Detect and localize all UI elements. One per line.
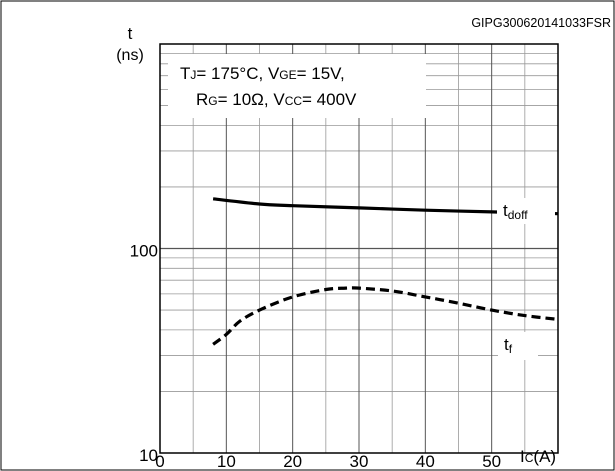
plot-area — [159, 43, 559, 454]
y-axis-label: t — [128, 24, 133, 43]
x-tick-label: 20 — [283, 452, 302, 471]
x-tick-label: 50 — [482, 452, 501, 471]
series-line-tdoff — [212, 197, 559, 216]
y-axis-unit: (ns) — [116, 47, 144, 64]
series-label-bg — [497, 198, 555, 224]
conditions-line-2: RG= 10Ω, VCC= 400V — [196, 90, 357, 109]
y-tick-label: 10 — [139, 446, 158, 465]
figure-id: GIPG300620141033FSR — [471, 16, 611, 30]
series-layer — [212, 197, 559, 346]
conditions-box: TJ= 175°C, VGE= 15V, RG= 10Ω, VCC= 400V — [168, 54, 426, 118]
x-tick-label: 30 — [350, 452, 369, 471]
series-label-bg — [498, 332, 538, 360]
conditions-line-1: TJ= 175°C, VGE= 15V, — [180, 64, 345, 83]
series-labels: tdoff tf — [497, 198, 555, 360]
series-line-tf — [212, 286, 559, 346]
x-tick-label: 40 — [416, 452, 435, 471]
y-tick-label: 100 — [130, 242, 158, 261]
x-axis-label: IC(A) — [520, 447, 556, 466]
series-label-tf: tf — [504, 335, 513, 356]
x-tick-label: 10 — [217, 452, 236, 471]
series-label-tdoff: tdoff — [503, 201, 528, 222]
x-tick-label: 0 — [155, 452, 164, 471]
